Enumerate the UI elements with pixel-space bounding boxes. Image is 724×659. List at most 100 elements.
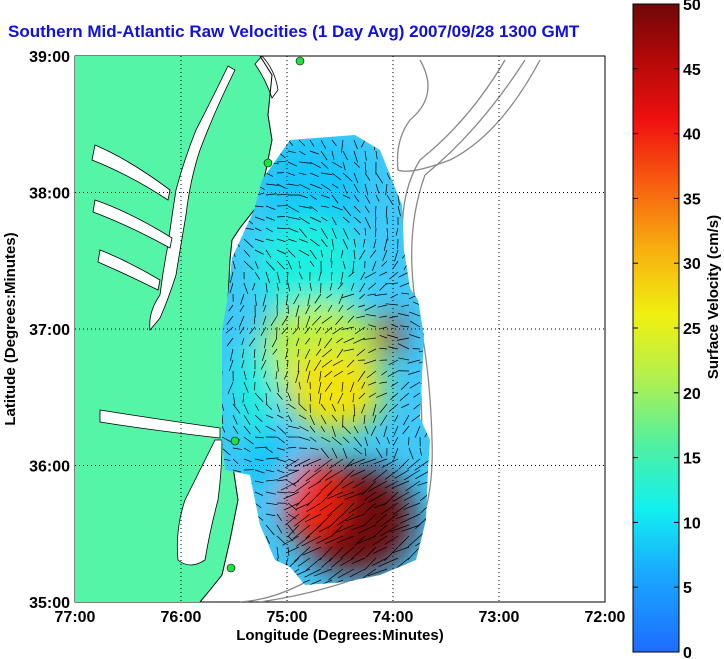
velocity-vector [238,315,245,328]
velocity-vector [364,447,367,457]
velocity-vector [352,260,355,274]
velocity-vector [322,348,333,358]
velocity-vector [379,403,388,414]
velocity-vector [306,502,322,512]
velocity-vector [243,425,251,435]
velocity-vector [381,458,399,468]
velocity-vector [325,469,344,481]
velocity-vector [401,292,410,295]
velocity-vector [276,282,280,291]
velocity-vector [345,513,366,522]
velocity-vector [336,348,344,359]
velocity-vector [368,480,388,492]
velocity-vector [342,403,345,412]
colorbar-tick-label: 30 [683,256,701,273]
velocity-vector [241,348,245,358]
velocity-vector [372,524,388,538]
velocity-vector [239,304,245,313]
velocity-vector [314,304,322,312]
velocity-vector [282,535,300,546]
velocity-vector [265,469,275,473]
velocity-vector [260,326,267,337]
velocity-vector [306,491,322,507]
velocity-vector [338,293,344,305]
velocity-vector [272,348,278,355]
velocity-vector [327,480,344,496]
velocity-vector [222,436,232,443]
velocity-vector [342,260,346,269]
velocity-vector [396,337,410,341]
velocity-vector [315,348,322,356]
velocity-vector [380,414,388,426]
velocity-vector [331,150,335,160]
velocity-vector [375,205,377,217]
velocity-vector [297,315,300,328]
velocity-vector [254,260,259,269]
velocity-vector [287,513,297,520]
velocity-vector [334,524,355,534]
coastline [199,56,273,602]
velocity-vector [243,381,249,393]
velocity-vector [359,293,366,300]
velocity-vector [287,161,297,167]
velocity-vector [353,425,359,434]
velocity-vector [276,161,287,163]
velocity-vector [262,348,267,361]
velocity-vector [276,479,288,482]
velocity-vector [265,447,273,453]
velocity-vector [391,480,410,489]
velocity-vector [385,303,399,306]
velocity-vector [390,381,399,387]
velocity-vector [241,337,245,346]
velocity-vector [353,436,362,447]
colorbar-label: Surface Velocity (cm/s) [705,215,722,379]
velocity-vector [276,271,281,284]
velocity-vector [341,139,344,153]
velocity-vector [361,381,366,389]
velocity-vector [281,315,289,326]
x-tick-label: 72:00 [585,609,626,626]
velocity-vector [398,357,410,361]
velocity-vector [227,381,234,394]
velocity-vector [301,579,322,585]
x-axis: 77:00 76:00 75:00 74:00 73:00 72:00 [55,609,626,626]
velocity-vector [419,447,422,456]
velocity-vector [293,293,300,305]
velocity-vector [363,337,377,340]
velocity-vector [307,293,311,307]
velocity-vector [248,337,256,347]
velocity-vector [340,557,355,567]
velocity-vector [254,469,265,474]
velocity-vector [298,205,312,209]
velocity-vector [329,392,333,401]
velocity-vector [395,227,399,236]
velocity-vector [320,403,326,411]
velocity-vector [363,359,377,365]
velocity-vector [380,502,399,515]
velocity-vector [348,502,366,514]
velocity-vector [287,414,293,422]
radar-site-marker [263,158,273,168]
velocity-vector [353,183,359,193]
velocity-vector [409,320,421,328]
velocity-vector [304,348,311,359]
velocity-vector [380,524,399,537]
velocity-vector [265,193,277,196]
velocity-vector [368,392,377,398]
velocity-vector [287,502,298,511]
velocity-vector [345,458,366,468]
velocity-vector [309,392,312,402]
velocity-vector [364,227,367,236]
velocity-vector [403,502,421,510]
velocity-vector [368,282,377,290]
velocity-vector [222,403,225,411]
velocity-vector [391,324,399,328]
velocity-vector [243,238,254,248]
velocity-vector [254,425,261,433]
bay-inlet [91,144,171,201]
velocity-vector [408,370,421,375]
velocity-vector [285,557,289,566]
velocity-vector [276,458,287,463]
velocity-vector [352,392,355,403]
velocity-vector [285,348,289,360]
